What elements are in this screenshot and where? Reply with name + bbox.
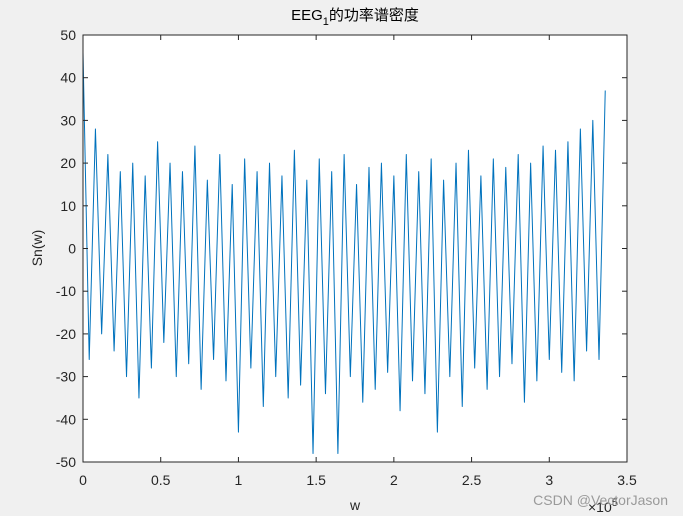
y-tick-label: 30: [60, 112, 76, 128]
x-multiplier-base: ×10: [588, 499, 612, 515]
y-tick-label: -30: [56, 369, 76, 385]
x-tick-label: 3: [545, 472, 553, 488]
x-tick-label: 0.5: [151, 472, 171, 488]
x-multiplier-exponent: 5: [612, 497, 618, 509]
title-subscript: 1: [323, 16, 329, 28]
x-tick-label: 1: [235, 472, 243, 488]
plot-area: [83, 35, 627, 462]
title-main: EEG: [291, 7, 323, 24]
x-tick-label: 1.5: [306, 472, 326, 488]
x-tick-label: 3.5: [617, 472, 637, 488]
x-tick-label: 2: [390, 472, 398, 488]
data-line: [82, 52, 606, 454]
x-tick-label: 0: [79, 472, 87, 488]
y-tick-label: -40: [56, 411, 76, 427]
y-tick-label: -20: [56, 326, 76, 342]
y-tick-label: 20: [60, 155, 76, 171]
y-tick-label: 40: [60, 70, 76, 86]
watermark: CSDN @VectorJason: [533, 492, 668, 508]
y-tick-label: 0: [68, 241, 76, 257]
chart-title: EEG1的功率谱密度: [291, 7, 419, 28]
y-tick-label: 10: [60, 198, 76, 214]
y-tick-label: 50: [60, 27, 76, 43]
title-rest: 的功率谱密度: [329, 7, 419, 24]
x-multiplier: ×105: [588, 497, 618, 515]
x-tick-label: 2.5: [462, 472, 482, 488]
x-axis-label: w: [349, 497, 361, 513]
y-axis-label: Sn(w): [29, 230, 45, 267]
y-tick-label: -50: [56, 454, 76, 470]
y-tick-label: -10: [56, 283, 76, 299]
